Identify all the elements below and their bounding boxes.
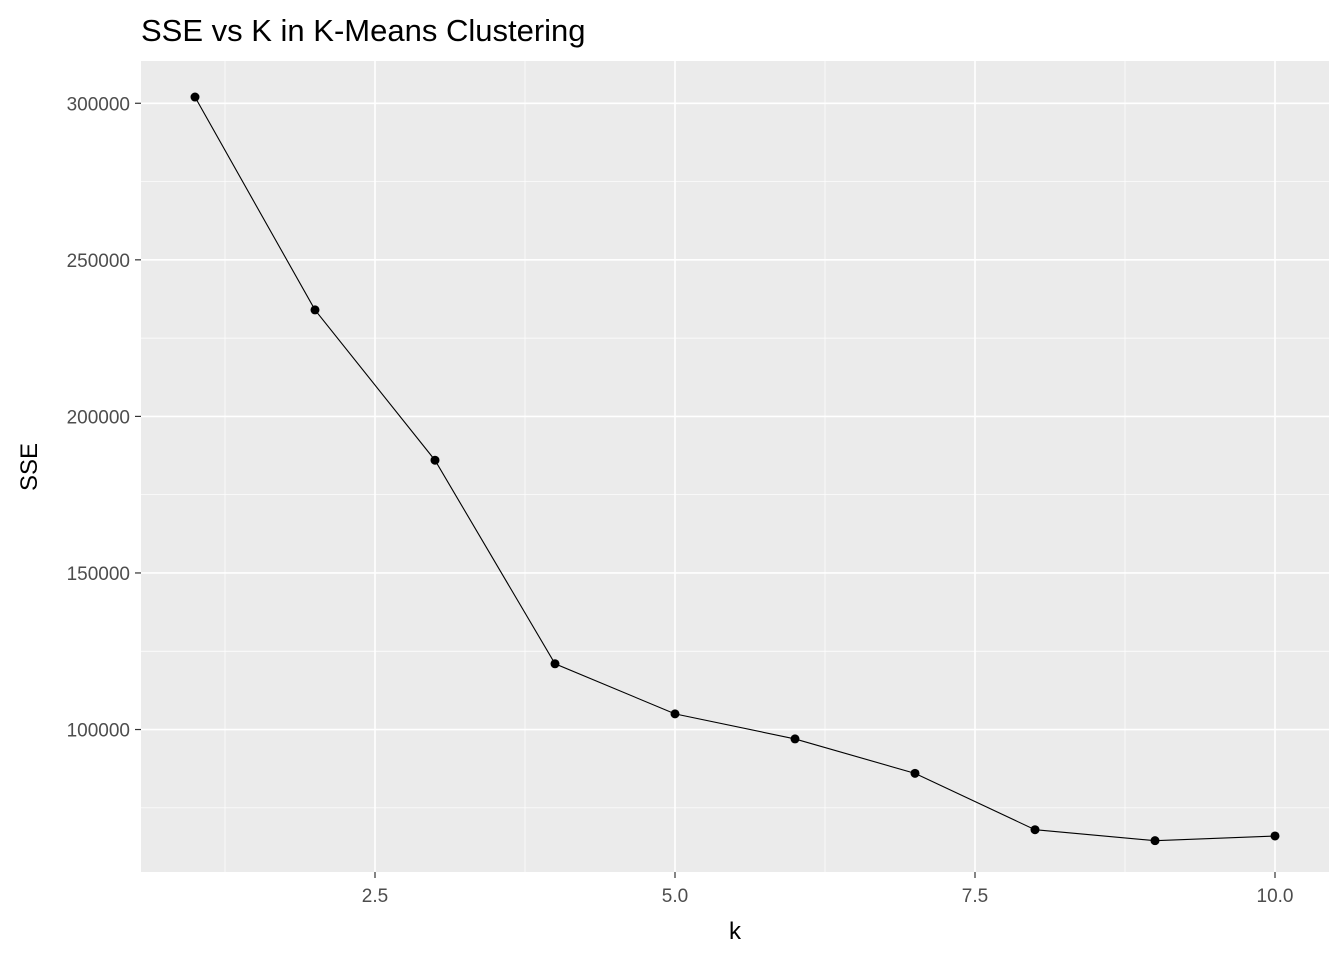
y-tick-label: 300000 [67, 94, 130, 115]
y-tick-label: 250000 [67, 251, 130, 272]
data-point [670, 709, 680, 719]
y-tick-label: 150000 [67, 564, 130, 585]
data-point [1270, 831, 1280, 841]
y-tick-label: 100000 [67, 721, 130, 742]
data-point [550, 659, 560, 669]
y-tick-label: 200000 [67, 407, 130, 428]
data-point [1030, 825, 1040, 835]
x-tick-label: 10.0 [1257, 886, 1294, 907]
grid-minor [141, 61, 1329, 872]
x-tick-label: 5.0 [662, 886, 688, 907]
data-point [310, 305, 320, 315]
data-point [790, 734, 800, 744]
data-point [190, 92, 200, 102]
chart-title: SSE vs K in K-Means Clustering [141, 13, 586, 48]
x-tick-label: 2.5 [362, 886, 388, 907]
x-axis-title: k [729, 918, 742, 945]
x-axis: 2.5 5.0 7.5 10.0 [362, 872, 1294, 907]
y-axis-title: SSE [16, 443, 43, 491]
data-point [1150, 836, 1160, 846]
data-point [430, 455, 440, 465]
data-point [910, 768, 920, 778]
y-axis: 100000 150000 200000 250000 300000 [67, 94, 141, 742]
series-line [194, 96, 1276, 842]
x-tick-label: 7.5 [962, 886, 988, 907]
series-points [190, 92, 1280, 846]
plot-panel [141, 61, 1329, 872]
grid-major [141, 61, 1329, 872]
